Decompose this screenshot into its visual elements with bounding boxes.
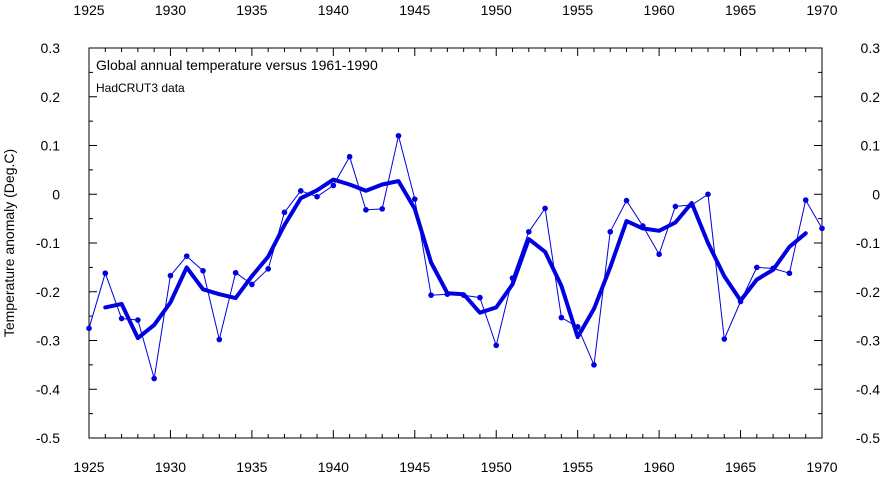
y-tick-label-left: -0.3 <box>36 333 60 349</box>
y-tick-label-right: -0.2 <box>856 284 880 300</box>
annual-data-point <box>819 225 825 232</box>
annual-data-point <box>363 207 369 213</box>
chart-subtitle: HadCRUT3 data <box>96 81 185 95</box>
x-tick-label-bottom: 1945 <box>399 459 430 475</box>
x-tick-label-top: 1945 <box>399 2 430 18</box>
x-tick-label-bottom: 1940 <box>318 459 349 475</box>
annual-data-point <box>558 314 565 321</box>
y-tick-label-left: -0.2 <box>36 284 60 300</box>
x-tick-label-bottom: 1930 <box>155 459 186 475</box>
y-tick-label-left: -0.5 <box>36 430 60 446</box>
x-tick-label-bottom: 1955 <box>562 459 593 475</box>
y-tick-label-right: -0.4 <box>856 381 880 397</box>
y-tick-label-left: -0.4 <box>36 381 60 397</box>
annual-data-point <box>265 266 271 272</box>
annual-data-point <box>477 294 483 301</box>
annual-data-point <box>314 193 320 200</box>
annual-data-point <box>200 267 206 274</box>
x-tick-label-top: 1970 <box>806 2 837 18</box>
annual-data-point <box>151 375 157 382</box>
y-tick-label-right: 0.2 <box>861 89 880 105</box>
tick-labels: 1925 1925 1930 1930 1935 1935 1940 1940 1945 1945… <box>36 2 880 475</box>
y-tick-label-right: -0.1 <box>856 235 880 251</box>
chart-title: Global annual temperature versus 1961-19… <box>96 57 378 73</box>
y-tick-label-right: 0.3 <box>861 40 880 56</box>
y-axis-label: Temperature anomaly (Deg.C) <box>1 149 17 337</box>
annual-data-point <box>656 251 662 258</box>
annual-data-point <box>395 132 402 139</box>
annual-data-point <box>249 281 255 288</box>
y-tick-label-right: 0.1 <box>861 138 880 154</box>
annual-data-point <box>118 315 125 322</box>
annual-data-point <box>102 270 109 277</box>
x-tick-label-bottom: 1970 <box>806 459 837 475</box>
annual-data-point <box>167 272 174 279</box>
annual-data-point <box>297 188 304 194</box>
y-tick-label-left: -0.1 <box>36 235 60 251</box>
x-tick-label-bottom: 1960 <box>644 459 675 475</box>
annual-data-point <box>232 269 239 276</box>
annual-data-point <box>183 253 190 259</box>
annual-data-point <box>802 197 809 203</box>
annual-data-point <box>786 270 793 277</box>
annual-data-point <box>411 196 418 202</box>
annual-data-point <box>591 362 597 368</box>
annual-data-point <box>672 203 679 210</box>
annual-data-point <box>346 153 353 160</box>
annual-data-point <box>86 325 92 332</box>
plot-frame <box>88 47 823 439</box>
annual-data-point <box>705 191 711 198</box>
annual-data-point <box>135 317 141 323</box>
annual-data-point <box>721 336 728 342</box>
y-tick-label-right: 0 <box>872 186 880 202</box>
y-tick-label-left: 0.1 <box>41 138 61 154</box>
x-tick-label-bottom: 1965 <box>725 459 756 475</box>
annual-data-point <box>607 228 614 235</box>
annual-data-point <box>493 342 500 349</box>
annual-data-point <box>754 264 760 271</box>
x-tick-label-top: 1925 <box>73 2 104 18</box>
annual-data-point <box>526 228 532 235</box>
x-tick-label-top: 1960 <box>644 2 675 18</box>
series-layer <box>86 132 825 382</box>
annual-data-point <box>542 205 548 212</box>
annual-data-point <box>379 206 386 212</box>
x-tick-label-bottom: 1950 <box>481 459 512 475</box>
x-tick-label-top: 1955 <box>562 2 593 18</box>
annual-data-point <box>623 197 630 204</box>
smoothed-series-line <box>103 177 808 341</box>
x-tick-label-bottom: 1925 <box>73 459 104 475</box>
x-tick-label-top: 1935 <box>236 2 267 18</box>
y-tick-label-left: 0.2 <box>41 89 61 105</box>
annual-data-point <box>428 292 434 298</box>
y-tick-label-left: 0.3 <box>41 40 61 56</box>
annual-series-line <box>88 135 823 379</box>
annual-data-point <box>216 336 223 343</box>
y-tick-label-left: 0 <box>52 186 60 202</box>
x-tick-label-top: 1930 <box>155 2 186 18</box>
x-tick-label-top: 1950 <box>481 2 512 18</box>
x-tick-label-bottom: 1935 <box>236 459 267 475</box>
y-tick-label-right: -0.3 <box>856 333 880 349</box>
annual-data-point <box>281 209 288 216</box>
x-tick-label-top: 1940 <box>318 2 349 18</box>
annual-data-point <box>330 182 337 189</box>
axis-ticks <box>88 47 823 439</box>
y-tick-label-right: -0.5 <box>856 430 880 446</box>
x-tick-label-top: 1965 <box>725 2 756 18</box>
